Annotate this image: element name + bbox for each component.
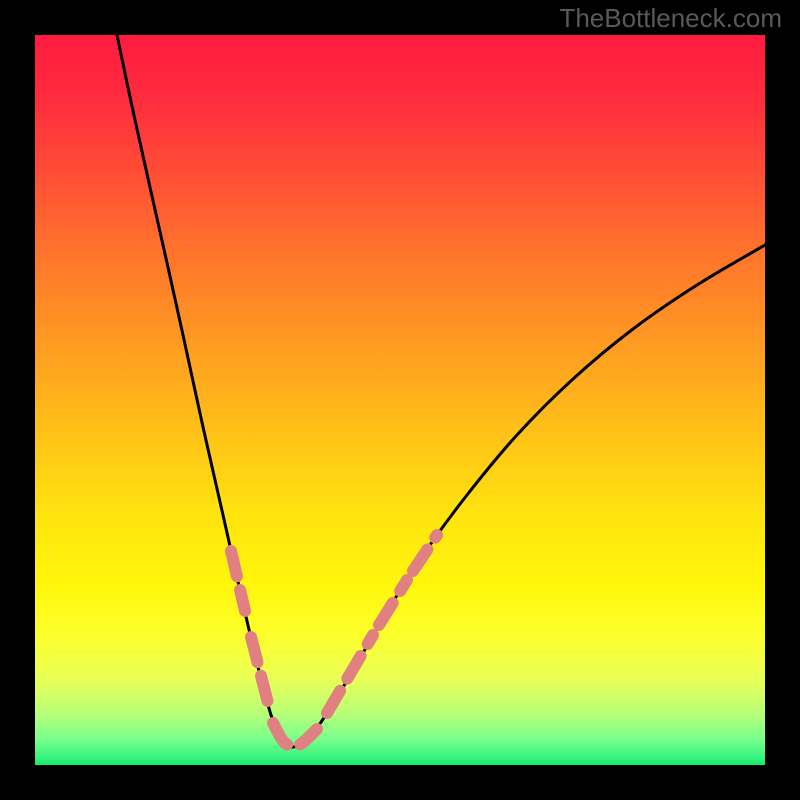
- highlight-segment-5: [413, 535, 437, 571]
- highlight-segment-2: [273, 723, 317, 747]
- highlight-segment-1: [251, 637, 269, 707]
- chart-svg: [35, 35, 765, 765]
- highlight-segment-3: [327, 635, 373, 713]
- bottleneck-curve: [117, 35, 765, 747]
- highlight-segment-0: [231, 551, 245, 611]
- plot-area: [35, 35, 765, 765]
- watermark-text: TheBottleneck.com: [559, 3, 782, 34]
- highlight-segment-4: [379, 580, 407, 625]
